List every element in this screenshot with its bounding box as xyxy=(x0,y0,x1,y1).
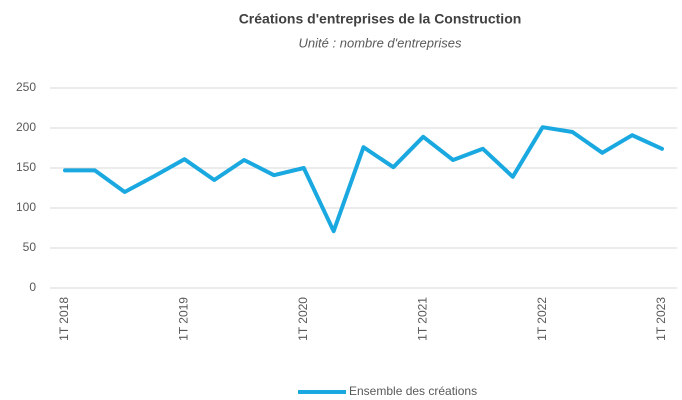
x-tick-label: 1T 2019 xyxy=(177,297,191,341)
x-tick-label: 1T 2020 xyxy=(296,297,310,341)
legend-label: Ensemble des créations xyxy=(349,384,477,398)
x-tick-label: 1T 2018 xyxy=(57,297,71,341)
chart-title: Créations d'entreprises de la Constructi… xyxy=(239,11,522,27)
x-tick-label: 1T 2021 xyxy=(415,297,429,341)
y-tick-label: 50 xyxy=(23,240,37,254)
y-tick-label: 100 xyxy=(16,200,36,214)
y-tick-label: 0 xyxy=(29,280,36,294)
y-tick-label: 150 xyxy=(16,160,36,174)
x-tick-label: 1T 2023 xyxy=(654,297,668,341)
y-tick-label: 200 xyxy=(16,120,36,134)
chart-subtitle: Unité : nombre d'entreprises xyxy=(299,35,462,50)
y-tick-label: 250 xyxy=(16,80,36,94)
line xyxy=(63,125,664,234)
x-tick-label: 1T 2022 xyxy=(535,297,549,341)
